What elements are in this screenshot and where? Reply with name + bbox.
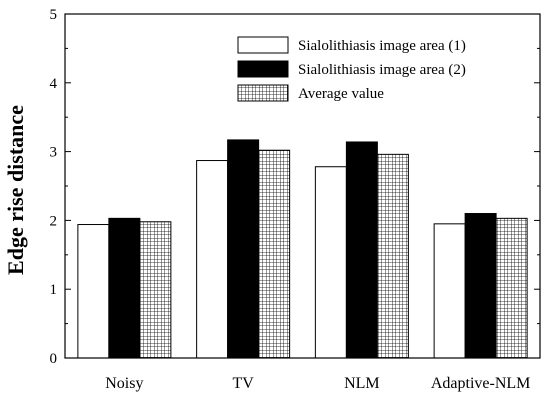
bar-noisy-series-3: [139, 221, 172, 359]
plot-frame: [64, 13, 541, 359]
x-tick-label: Noisy: [105, 375, 143, 392]
bar-tv-series-2: [227, 139, 260, 359]
legend-swatch-2: [237, 60, 289, 78]
bar-tv-series-3: [258, 149, 291, 359]
y-tick-label: 4: [50, 76, 58, 92]
x-tick-label: Adaptive-NLM: [431, 375, 531, 392]
plot-area: Noisy TV NLM Adaptive-NLM 0 1 2 3 4 5: [50, 7, 541, 392]
bar-noisy-series-1: [77, 224, 110, 359]
legend-swatch-1: [237, 36, 289, 54]
bar-nlm-series-3: [376, 153, 409, 359]
y-tick-label: 1: [50, 282, 58, 298]
bar-adaptive-nlm-series-3: [495, 217, 528, 359]
x-tick-label: NLM: [344, 375, 380, 392]
legend-label-2: Sialolithiasis image area (2): [298, 62, 466, 78]
legend-swatch-3: [237, 84, 289, 102]
y-tick-label: 3: [50, 145, 58, 161]
bar-adaptive-nlm-series-2: [464, 213, 497, 359]
y-tick-label: 0: [50, 351, 58, 367]
y-tick-label: 2: [50, 213, 58, 229]
y-axis-title: Edge rise distance: [3, 105, 28, 275]
legend: Sialolithiasis image area (1) Sialolithia…: [237, 36, 466, 102]
bar-adaptive-nlm-series-1: [433, 223, 466, 359]
bar-tv-series-1: [196, 160, 229, 359]
x-tick-label: TV: [232, 375, 254, 392]
legend-label-1: Sialolithiasis image area (1): [298, 38, 466, 54]
bar-nlm-series-2: [345, 141, 378, 359]
bar-nlm-series-1: [314, 166, 347, 359]
legend-label-3: Average value: [298, 86, 384, 102]
y-tick-label: 5: [50, 7, 58, 23]
bar-noisy-series-2: [108, 217, 141, 359]
